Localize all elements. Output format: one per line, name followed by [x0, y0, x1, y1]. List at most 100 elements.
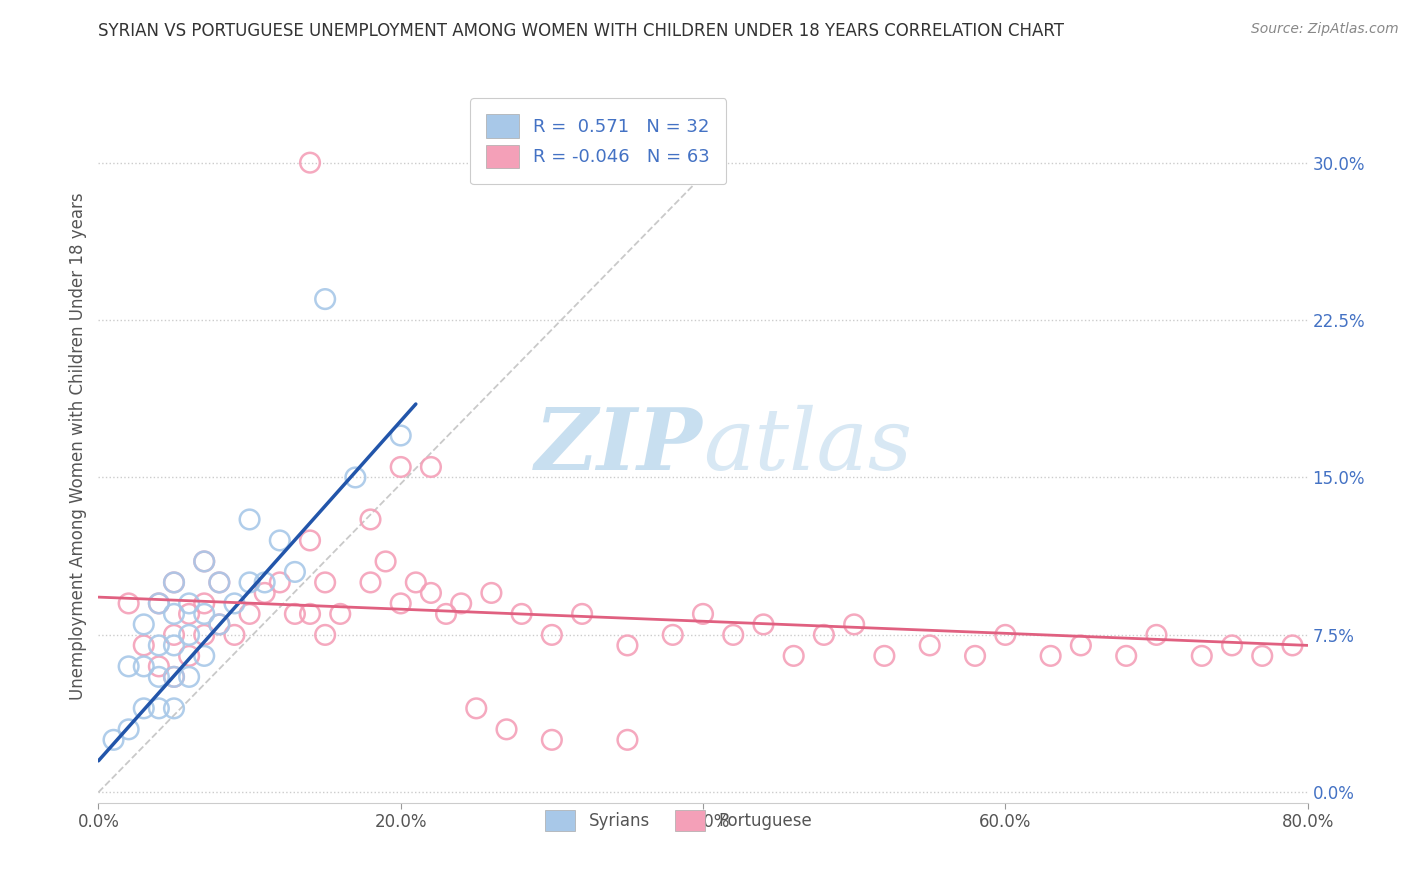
Point [299, 155, 322, 169]
Point [374, 554, 396, 568]
Point [1070, 639, 1092, 653]
Point [481, 586, 503, 600]
Point [1144, 628, 1167, 642]
Point [148, 659, 170, 673]
Point [148, 639, 170, 653]
Point [163, 701, 186, 715]
Point [148, 596, 170, 610]
Point [360, 575, 382, 590]
Point [193, 648, 215, 663]
Point [813, 628, 835, 642]
Point [132, 659, 155, 673]
Point [132, 701, 155, 715]
Point [540, 732, 562, 747]
Point [994, 628, 1017, 642]
Point [239, 512, 262, 526]
Text: Source: ZipAtlas.com: Source: ZipAtlas.com [1251, 22, 1399, 37]
Point [208, 617, 231, 632]
Point [1039, 648, 1062, 663]
Point [179, 628, 201, 642]
Point [389, 596, 412, 610]
Point [179, 670, 201, 684]
Point [420, 460, 443, 475]
Point [193, 554, 215, 568]
Point [965, 648, 987, 663]
Point [163, 607, 186, 621]
Point [299, 533, 322, 548]
Point [179, 607, 201, 621]
Point [132, 639, 155, 653]
Point [179, 648, 201, 663]
Point [434, 607, 457, 621]
Point [692, 607, 714, 621]
Point [163, 670, 186, 684]
Point [1115, 648, 1137, 663]
Point [1220, 639, 1243, 653]
Point [118, 659, 141, 673]
Point [465, 701, 488, 715]
Point [873, 648, 896, 663]
Point [148, 670, 170, 684]
Y-axis label: Unemployment Among Women with Children Under 18 years: Unemployment Among Women with Children U… [69, 192, 87, 700]
Point [1191, 648, 1213, 663]
Point [148, 596, 170, 610]
Text: SYRIAN VS PORTUGUESE UNEMPLOYMENT AMONG WOMEN WITH CHILDREN UNDER 18 YEARS CORRE: SYRIAN VS PORTUGUESE UNEMPLOYMENT AMONG … [98, 22, 1064, 40]
Point [918, 639, 941, 653]
Point [420, 586, 443, 600]
Point [132, 617, 155, 632]
Point [329, 607, 352, 621]
Point [314, 292, 336, 306]
Point [314, 575, 336, 590]
Point [1281, 639, 1303, 653]
Point [208, 575, 231, 590]
Text: ZIP: ZIP [536, 404, 703, 488]
Point [269, 575, 291, 590]
Point [103, 732, 125, 747]
Point [163, 628, 186, 642]
Point [118, 723, 141, 737]
Point [163, 639, 186, 653]
Point [193, 607, 215, 621]
Point [314, 628, 336, 642]
Point [389, 428, 412, 442]
Point [571, 607, 593, 621]
Point [495, 723, 517, 737]
Point [299, 607, 322, 621]
Point [253, 586, 276, 600]
Point [1251, 648, 1274, 663]
Point [224, 628, 246, 642]
Point [723, 628, 745, 642]
Point [224, 596, 246, 610]
Point [284, 607, 307, 621]
Point [450, 596, 472, 610]
Point [389, 460, 412, 475]
Point [844, 617, 866, 632]
Point [269, 533, 291, 548]
Point [510, 607, 533, 621]
Point [193, 596, 215, 610]
Point [752, 617, 775, 632]
Point [193, 554, 215, 568]
Point [360, 512, 382, 526]
Point [616, 732, 638, 747]
Point [616, 639, 638, 653]
Point [284, 565, 307, 579]
Point [163, 670, 186, 684]
Point [163, 575, 186, 590]
Point [253, 575, 276, 590]
Point [118, 596, 141, 610]
Point [163, 575, 186, 590]
Point [661, 628, 683, 642]
Point [193, 628, 215, 642]
Point [208, 617, 231, 632]
Point [540, 628, 562, 642]
Point [783, 648, 806, 663]
Point [148, 701, 170, 715]
Point [344, 470, 367, 484]
Legend: Syrians, Portuguese: Syrians, Portuguese [531, 797, 825, 845]
Point [208, 575, 231, 590]
Text: atlas: atlas [703, 405, 912, 487]
Point [239, 575, 262, 590]
Point [239, 607, 262, 621]
Point [179, 596, 201, 610]
